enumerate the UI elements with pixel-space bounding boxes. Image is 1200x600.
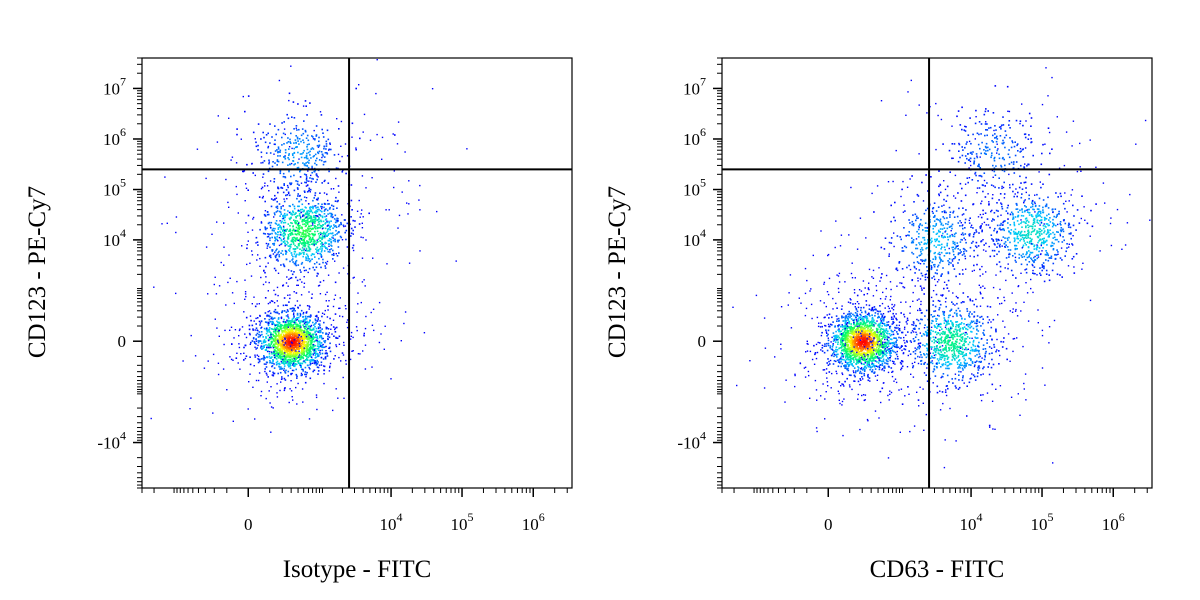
- y-axis-title-left: CD123 - PE-Cy7: [24, 185, 51, 359]
- y-axis-title-right: CD123 - PE-Cy7: [604, 185, 631, 359]
- plot-panel-right: 0 104 105 106 -104 0 104 105 106 107 CD123 - PE-C…: [580, 0, 1180, 600]
- y-tick-label-2: 104: [683, 226, 706, 250]
- y-tick-label-1: 0: [118, 332, 127, 351]
- x-tick-label-0: 0: [824, 515, 833, 534]
- x-tick-label-1: 104: [380, 510, 403, 534]
- x-tick-label-2: 105: [1031, 510, 1054, 534]
- plot-left: 0 104 105 106 -104 0 104 105 106 107: [97, 57, 573, 534]
- population-1: [805, 211, 1056, 469]
- population-4: [850, 67, 1147, 277]
- x-tick-label-3: 106: [522, 510, 545, 534]
- density-cloud: [150, 59, 468, 433]
- x-tick-label-0: 0: [244, 515, 253, 534]
- plot-frame: [141, 57, 573, 489]
- x-axis-title-left: Isotype - FITC: [282, 556, 432, 583]
- population-2: [844, 95, 1151, 345]
- y-tick-label-0: -104: [97, 429, 126, 453]
- y-tick-label-3: 105: [683, 176, 706, 200]
- x-axis-title-right: CD63 - FITC: [869, 556, 1005, 583]
- y-tick-label-4: 106: [683, 125, 706, 149]
- plot-right: 0 104 105 106 -104 0 104 105 106 107: [677, 57, 1153, 534]
- x-tick-label-3: 106: [1102, 510, 1125, 534]
- x-tick-label-1: 104: [960, 510, 983, 534]
- y-tick-label-0: -104: [677, 429, 706, 453]
- y-tick-label-3: 105: [103, 176, 126, 200]
- y-tick-label-2: 104: [103, 226, 126, 250]
- y-tick-label-5: 107: [103, 74, 126, 98]
- population-1: [161, 117, 468, 357]
- y-tick-label-1: 0: [698, 332, 707, 351]
- x-tick-label-2: 105: [451, 510, 474, 534]
- population-0: [150, 231, 411, 433]
- y-tick-label-5: 107: [683, 74, 706, 98]
- y-tick-label-4: 106: [103, 125, 126, 149]
- population-0: [732, 234, 1002, 437]
- population-2: [166, 59, 434, 283]
- plot-panel-left: 0 104 105 106 -104 0 104 105 106 107 CD123 - PE-C…: [24, 57, 573, 583]
- density-cloud: [732, 67, 1151, 469]
- population-3: [815, 114, 1074, 442]
